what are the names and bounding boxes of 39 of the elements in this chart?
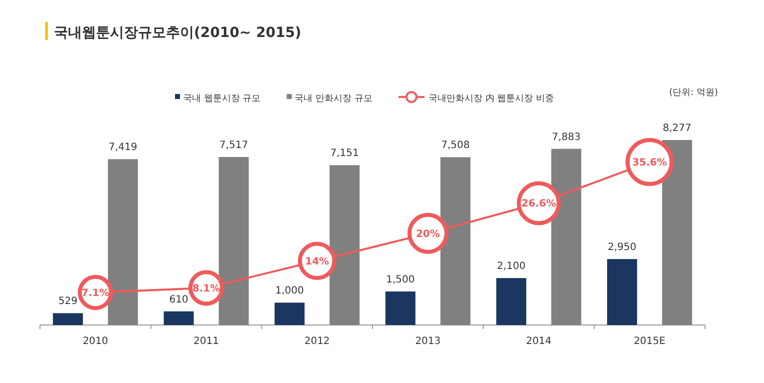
bar [330,165,360,325]
data-label: 14% [305,256,330,268]
bar [496,278,526,325]
bar [218,156,249,325]
bar [607,259,638,325]
data-label: 2,950 [608,242,636,254]
x-tick-label: 2015E [634,336,666,347]
bar [274,302,305,325]
bar [385,291,416,325]
data-label: 8.1% [192,283,220,294]
data-label: 35.6% [632,158,667,168]
data-label: 7,517 [219,140,248,151]
data-label: 1,000 [275,286,304,297]
data-label: 529 [58,296,78,308]
bar [164,311,194,325]
legend-label: 국내 만화시장 규모 [294,94,372,104]
data-label: 8,277 [662,123,692,134]
x-tick-label: 2011 [194,336,219,347]
chart-title: 국내웹툰시장규모추이(2010~ 2015) [54,25,302,41]
legend-label: 국내 웹툰시장 규모 [183,94,261,104]
data-label: 7,151 [330,148,359,160]
data-label: 7.1% [82,288,110,299]
x-tick-label: 2010 [82,336,108,347]
data-label: 610 [169,294,188,306]
data-label: 7,883 [552,132,581,143]
data-label: 20% [416,228,440,240]
data-label: 7,419 [108,142,138,154]
x-tick-label: 2013 [415,336,441,347]
data-label: 7,508 [441,140,470,152]
text: (단위: 억원) [669,88,718,98]
bar [108,159,138,325]
data-label: 2,100 [496,261,526,272]
data-label: 1,500 [386,274,415,286]
x-tick-label: 2012 [304,336,330,347]
x-tick-label: 2014 [526,336,552,347]
bar [52,313,83,325]
legend-label: 국내만화시장 内 웹툰시장 비중 [428,93,554,104]
bar [440,157,470,325]
data-label: 26.6% [521,198,556,210]
